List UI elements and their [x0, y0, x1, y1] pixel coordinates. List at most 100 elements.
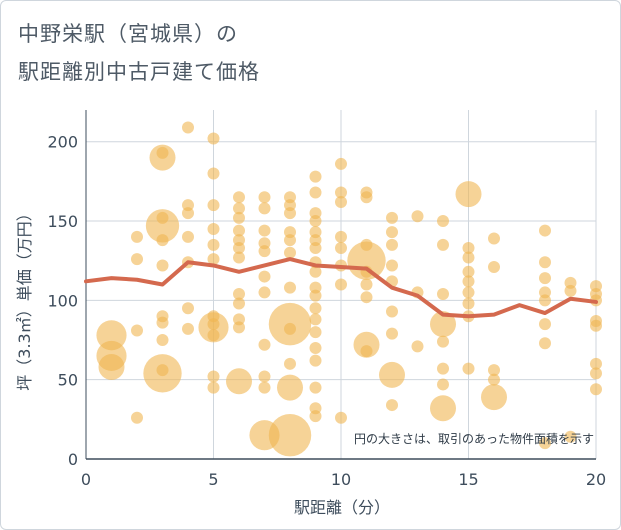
data-bubble [411, 210, 424, 223]
data-bubble [98, 353, 125, 380]
data-bubble [258, 202, 271, 215]
data-bubble [379, 361, 405, 388]
data-bubble [258, 286, 271, 299]
data-bubble [233, 288, 245, 301]
data-bubble [233, 202, 245, 215]
data-bubble [309, 215, 322, 228]
data-bubble [386, 327, 398, 340]
data-bubble [335, 411, 347, 424]
data-bubble [207, 329, 220, 342]
data-bubble [488, 364, 500, 377]
x-tick-label: 0 [81, 470, 91, 489]
data-bubble [131, 253, 143, 266]
data-bubble [353, 331, 380, 358]
data-bubble [335, 230, 347, 243]
data-bubble [309, 170, 322, 183]
data-bubble [539, 318, 551, 331]
data-bubble [207, 370, 220, 383]
data-bubble [386, 259, 398, 272]
data-bubble [462, 362, 475, 375]
data-bubble [309, 326, 322, 339]
data-bubble [182, 207, 194, 220]
data-bubble [207, 222, 220, 235]
data-bubble [309, 313, 322, 326]
data-bubble [539, 224, 551, 237]
y-tick-label: 0 [68, 450, 78, 469]
data-bubble [335, 242, 347, 255]
data-bubble [277, 374, 303, 401]
data-bubble [360, 291, 373, 304]
data-bubble [284, 234, 296, 247]
trend-line [84, 257, 598, 319]
data-bubble [309, 302, 322, 315]
y-tick-label: 200 [47, 133, 78, 152]
data-bubble [386, 399, 398, 412]
data-bubble [309, 381, 322, 394]
data-bubble [156, 234, 169, 247]
data-bubble [437, 378, 449, 391]
data-bubble [182, 322, 194, 335]
data-bubble [309, 289, 322, 302]
data-bubble [360, 191, 373, 204]
y-tick-label: 150 [47, 212, 78, 231]
data-bubble [590, 383, 602, 396]
data-bubble [198, 312, 229, 343]
data-bubble [309, 354, 322, 367]
data-bubble [462, 286, 475, 299]
data-bubble [226, 368, 252, 395]
data-bubble [156, 259, 169, 272]
chart-title-line-1: 中野栄駅（宮城県）の [18, 22, 238, 46]
data-bubble [309, 341, 322, 354]
data-bubble [430, 395, 456, 422]
data-bubble [268, 413, 312, 457]
x-axis-label: 駅距離（分） [294, 498, 390, 517]
chart-title-line-2: 駅距離別中古戸建て価格 [18, 60, 260, 84]
data-bubble [182, 230, 194, 243]
data-bubble [437, 288, 449, 301]
data-bubble [462, 251, 475, 264]
data-bubble [131, 230, 143, 243]
data-bubble [156, 334, 169, 347]
data-bubble [131, 324, 143, 337]
data-bubble [539, 437, 551, 450]
data-bubble [455, 181, 482, 208]
size-annotation: 円の大きさは、取引のあった物件面積を示す [354, 431, 594, 446]
data-bubble [284, 207, 296, 220]
data-bubble [207, 167, 220, 180]
data-bubble [539, 272, 551, 285]
data-bubble [309, 242, 322, 255]
data-bubble [233, 242, 245, 255]
data-bubble [437, 335, 449, 348]
data-bubble [462, 297, 475, 310]
data-bubble [386, 238, 398, 251]
data-bubble [284, 357, 296, 370]
data-bubble [145, 209, 180, 243]
data-bubble [207, 381, 220, 394]
data-bubble [96, 320, 127, 351]
y-axis-label: 坪（3.3㎡）単価（万円） [15, 205, 34, 390]
data-bubble [233, 321, 245, 334]
data-bubble [386, 211, 398, 224]
data-bubble [258, 338, 271, 351]
data-bubble [539, 294, 551, 307]
data-bubble [564, 430, 577, 443]
data-bubble [539, 256, 551, 269]
data-bubble [347, 241, 386, 280]
data-bubble [258, 224, 271, 237]
data-bubble [233, 297, 245, 310]
data-bubble [386, 305, 398, 318]
x-tick-label: 5 [208, 470, 218, 489]
y-tick-label: 100 [47, 291, 78, 310]
data-bubble [488, 261, 500, 274]
bubble-layer [96, 121, 602, 457]
data-bubble [233, 191, 245, 204]
data-bubble [143, 354, 182, 393]
data-bubble [430, 311, 456, 338]
trend-layer [84, 257, 598, 319]
data-bubble [258, 245, 271, 258]
data-bubble [258, 370, 271, 383]
data-bubble [131, 411, 143, 424]
data-bubble [207, 238, 220, 251]
data-bubble [207, 132, 220, 145]
data-bubble [233, 224, 245, 237]
